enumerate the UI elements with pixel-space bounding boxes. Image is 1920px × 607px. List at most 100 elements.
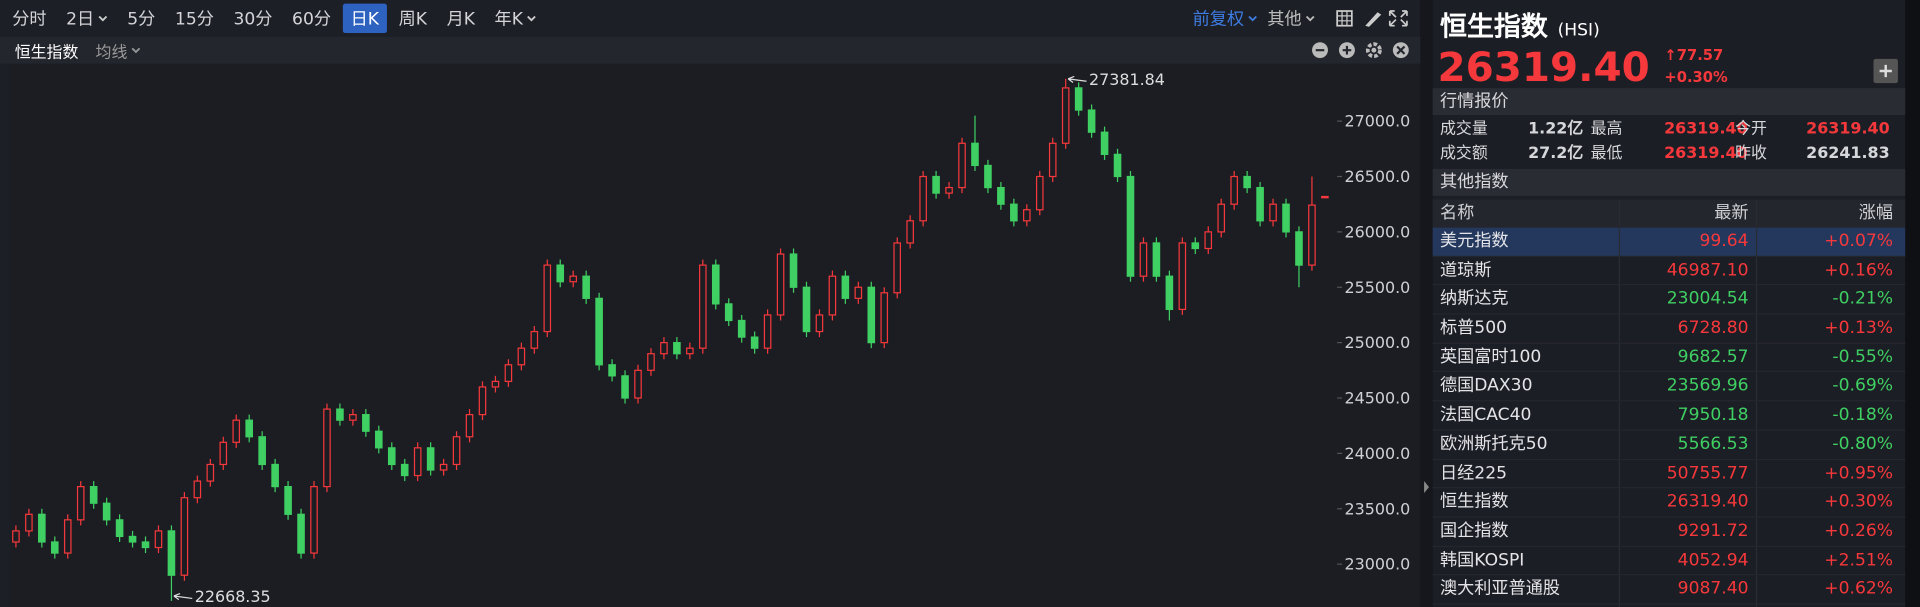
add-button[interactable] xyxy=(1873,58,1898,84)
candle-body xyxy=(465,414,474,438)
index-change[interactable]: +0.13% xyxy=(1755,314,1900,343)
index-code: (HSI) xyxy=(1557,20,1600,41)
index-name[interactable]: 法国CAC40 xyxy=(1440,405,1532,425)
index-row[interactable]: 德国DAX30 23569.96 -0.69% xyxy=(1432,372,1906,402)
index-last[interactable]: 9682.57 xyxy=(1618,343,1756,372)
period-label[interactable]: 30分 xyxy=(233,9,273,30)
indicator-label[interactable]: 均线 xyxy=(95,43,128,62)
index-name[interactable]: 英国富时100 xyxy=(1440,347,1542,367)
more-dropdown[interactable]: 其他 xyxy=(1267,6,1315,30)
period-tab[interactable]: 月K xyxy=(439,4,482,33)
index-row[interactable]: 韩国KOSPI 4052.94 +2.51% xyxy=(1432,546,1906,576)
index-name[interactable]: 标普500 xyxy=(1440,318,1508,338)
index-last[interactable]: 46987.10 xyxy=(1618,256,1756,285)
index-row[interactable]: 恒生指数 26319.40 +0.30% xyxy=(1432,488,1906,518)
tool-icons[interactable] xyxy=(1325,9,1411,29)
index-row[interactable]: 纳斯达克 23004.54 -0.21% xyxy=(1432,285,1906,315)
index-name[interactable]: 德国DAX30 xyxy=(1440,376,1533,396)
index-change[interactable]: +0.62% xyxy=(1755,575,1900,604)
index-change[interactable]: +0.16% xyxy=(1755,256,1900,285)
index-change[interactable]: -0.21% xyxy=(1755,285,1900,314)
index-name[interactable]: 美元指数 xyxy=(1440,231,1509,251)
index-last[interactable]: 7950.18 xyxy=(1618,401,1756,430)
period-label[interactable]: 5分 xyxy=(127,9,156,30)
index-change[interactable]: -0.35% xyxy=(1755,604,1900,607)
index-row[interactable]: 美元指数 99.64 +0.07% xyxy=(1432,227,1906,257)
index-row[interactable]: 英国富时100 9682.57 -0.55% xyxy=(1432,343,1906,373)
index-name[interactable]: 道琼斯 xyxy=(1440,260,1492,280)
period-tab[interactable]: 5分 xyxy=(120,4,163,33)
period-label[interactable]: 分时 xyxy=(12,9,47,30)
column-header[interactable]: 涨幅 xyxy=(1755,199,1900,227)
index-change[interactable]: -0.80% xyxy=(1755,430,1900,459)
index-name[interactable]: 国企指数 xyxy=(1440,521,1509,541)
period-tab[interactable]: 日K xyxy=(343,3,387,34)
index-row[interactable]: 欧洲斯托克50 5566.53 -0.80% xyxy=(1432,430,1906,460)
period-tab[interactable]: 年K xyxy=(487,4,544,33)
index-change[interactable]: -0.55% xyxy=(1755,343,1900,372)
index-name[interactable]: 恒生指数 xyxy=(1440,492,1509,512)
index-row[interactable]: 富时意大利MIB43017.67-0.35% xyxy=(1433,604,1906,607)
candle-body xyxy=(997,186,1005,205)
index-change[interactable]: +0.07% xyxy=(1755,227,1900,256)
adjust-dropdown[interactable]: 前复权 xyxy=(1193,6,1258,30)
period-label[interactable]: 60分 xyxy=(292,9,332,30)
period-label[interactable]: 月K xyxy=(446,9,475,30)
index-row[interactable]: 标普500 6728.80 +0.13% xyxy=(1432,314,1906,344)
index-row[interactable]: 法国CAC40 7950.18 -0.18% xyxy=(1432,401,1906,431)
candle-body xyxy=(1256,186,1264,222)
adjust-label[interactable]: 前复权 xyxy=(1192,9,1245,30)
period-label[interactable]: 年K xyxy=(494,9,523,30)
period-label[interactable]: 周K xyxy=(398,9,427,30)
period-label[interactable]: 15分 xyxy=(174,9,214,30)
index-name[interactable]: 欧洲斯托克50 xyxy=(1440,434,1548,454)
index-last[interactable]: 6728.80 xyxy=(1618,314,1756,343)
index-last[interactable]: 23569.96 xyxy=(1618,372,1756,401)
caret xyxy=(1305,15,1315,22)
candle-body xyxy=(1100,131,1109,155)
index-name[interactable]: 纳斯达克 xyxy=(1440,289,1509,309)
index-last[interactable]: 50755.77 xyxy=(1618,459,1756,488)
index-change[interactable]: +0.30% xyxy=(1755,488,1900,517)
index-last[interactable]: 23004.54 xyxy=(1618,285,1756,314)
index-last[interactable]: 43017.67 xyxy=(1618,604,1756,607)
index-row[interactable]: 澳大利亚普通股 9087.40 +0.62% xyxy=(1432,575,1906,605)
index-name[interactable]: 澳大利亚普通股 xyxy=(1440,579,1561,599)
candle-body xyxy=(569,275,578,283)
period-label[interactable]: 2日 xyxy=(66,9,95,30)
index-change[interactable]: -0.18% xyxy=(1755,401,1900,430)
period-tab[interactable]: 30分 xyxy=(226,4,280,33)
index-name[interactable]: 韩国KOSPI xyxy=(1440,550,1525,570)
period-tab[interactable]: 分时 xyxy=(5,4,54,33)
panel-icons[interactable] xyxy=(1310,40,1410,60)
index-last[interactable]: 9087.40 xyxy=(1618,575,1756,604)
indicator-dropdown[interactable]: 均线 xyxy=(96,39,141,62)
index-change[interactable]: +0.26% xyxy=(1755,517,1900,546)
index-row[interactable]: 国企指数 9291.72 +0.26% xyxy=(1432,517,1906,547)
index-last[interactable]: 99.64 xyxy=(1618,227,1756,256)
period-tab[interactable]: 15分 xyxy=(168,4,222,33)
index-last[interactable]: 26319.40 xyxy=(1618,488,1756,517)
index-row[interactable]: 日经225 50755.77 +0.95% xyxy=(1432,459,1906,489)
splitter[interactable] xyxy=(1420,0,1433,607)
quote-label: 成交量 xyxy=(1440,119,1488,139)
more-label[interactable]: 其他 xyxy=(1267,9,1302,30)
index-change[interactable]: -0.69% xyxy=(1755,372,1900,401)
index-change[interactable]: +0.95% xyxy=(1755,459,1900,488)
column-header[interactable]: 最新 xyxy=(1618,199,1756,227)
index-last[interactable]: 4052.94 xyxy=(1618,546,1756,575)
period-tab[interactable]: 2日 xyxy=(59,4,115,33)
index-name[interactable]: 日经225 xyxy=(1440,463,1508,483)
quote-label: 昨收 xyxy=(1735,144,1767,163)
candle-body xyxy=(699,264,707,349)
candle-body xyxy=(1269,203,1277,222)
period-tab[interactable]: 周K xyxy=(391,4,434,33)
period-label[interactable]: 日K xyxy=(350,9,379,30)
index-last[interactable]: 9291.72 xyxy=(1618,517,1756,546)
period-tab[interactable]: 60分 xyxy=(285,4,339,33)
column-header[interactable]: 名称 xyxy=(1440,203,1475,223)
index-row[interactable]: 道琼斯 46987.10 +0.16% xyxy=(1432,256,1906,286)
candle-body xyxy=(724,303,733,322)
index-last[interactable]: 5566.53 xyxy=(1618,430,1756,459)
index-change[interactable]: +2.51% xyxy=(1755,546,1900,575)
